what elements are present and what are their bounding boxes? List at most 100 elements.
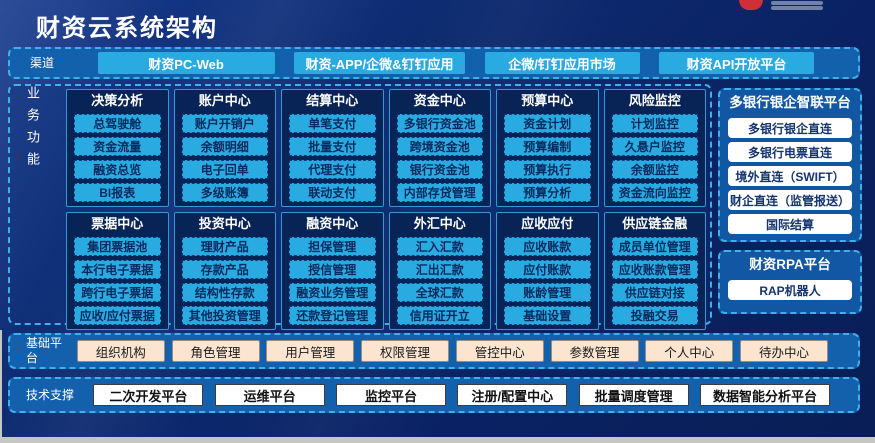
module-box: 余额监控: [611, 160, 698, 179]
module-box: 融资业务管理: [289, 283, 376, 302]
rpa-panel-title: 财资RPA平台: [749, 257, 831, 272]
module-box: 供应链对接: [611, 283, 698, 302]
module-box: 本行电子票据: [74, 260, 161, 279]
module-box: 还款登记管理: [289, 306, 376, 325]
group-budget-center: 预算中心 资金计划 预算编制 预算执行 预算分析: [496, 89, 599, 207]
module-box: 汇入汇款: [396, 237, 483, 256]
window-edge-left: [0, 330, 2, 443]
bank-link-item: 境外直连（SWIFT）: [728, 166, 852, 186]
module-box: 融资总览: [74, 160, 161, 179]
module-box: 联动支付: [289, 183, 376, 202]
module-box: 投融交易: [611, 306, 698, 325]
bank-link-panel-title: 多银行银企智联平台: [729, 95, 851, 110]
group-title: 预算中心: [521, 93, 574, 108]
group-title: 外汇中心: [413, 216, 466, 231]
tech-support-band: 技术支撑 二次开发平台 运维平台 监控平台 注册/配置中心 批量调度管理 数据智…: [8, 377, 860, 413]
module-box: 跨境资金池: [396, 137, 483, 156]
module-box: 应收账款: [504, 237, 591, 256]
tech-support-item: 监控平台: [335, 384, 446, 406]
module-box: 资金计划: [504, 114, 591, 133]
channel-item-pc-web: 财资PC-Web: [97, 52, 275, 74]
module-box: 银行资金池: [396, 160, 483, 179]
brand-logo: [739, 0, 823, 14]
module-box: 理财产品: [181, 237, 268, 256]
bank-link-item: 多银行电票直连: [728, 142, 852, 162]
base-platform-label: 基础平台: [26, 336, 63, 365]
group-bills-center: 票据中心 集团票据池 本行电子票据 跨行电子票据 应收/应付票据: [66, 212, 169, 330]
tech-support-item: 运维平台: [214, 384, 325, 406]
module-box: 批量支付: [289, 137, 376, 156]
group-title: 账户中心: [198, 93, 251, 108]
base-platform-item: 组织机构: [76, 340, 165, 362]
group-supply-chain-finance: 供应链金融 成员单位管理 应收账款管理 供应链对接 投融交易: [603, 212, 706, 330]
base-platform-item: 参数管理: [550, 340, 639, 362]
base-platform-item: 用户管理: [266, 340, 355, 362]
module-box: 电子回单: [181, 160, 268, 179]
module-box: 跨行电子票据: [74, 283, 161, 302]
base-platform-item: 管控中心: [455, 340, 544, 362]
module-box: 担保管理: [289, 237, 376, 256]
group-account-center: 账户中心 账户开销户 余额明细 电子回单 多级账簿: [173, 89, 276, 207]
module-box: 成员单位管理: [611, 237, 698, 256]
group-title: 投资中心: [198, 216, 251, 231]
module-box: 总驾驶舱: [74, 114, 161, 133]
module-box: 账户开销户: [181, 114, 268, 133]
group-receivables-payables: 应收应付 应收账款 应付账款 账龄管理 基础设置: [496, 212, 599, 330]
module-box: 其他投资管理: [181, 306, 268, 325]
page-title: 财资云系统架构: [36, 15, 218, 42]
module-box: 资金流向监控: [611, 183, 698, 202]
brand-logo-icon: [739, 0, 763, 10]
group-settlement-center: 结算中心 单笔支付 批量支付 代理支付 联动支付: [281, 89, 384, 207]
module-box: 结构性存款: [181, 283, 268, 302]
tech-support-item: 注册/配置中心: [457, 384, 568, 406]
base-platform-item: 待办中心: [740, 340, 828, 362]
module-box: 多银行资金池: [396, 114, 483, 133]
module-box: 内部存贷管理: [396, 183, 483, 202]
module-box: 单笔支付: [289, 114, 376, 133]
module-box: 计划监控: [611, 114, 698, 133]
brand-logo-text: [771, 0, 823, 10]
group-title: 结算中心: [306, 93, 359, 108]
channels-band: 渠道 财资PC-Web 财资-APP/企微&钉钉应用 企微/钉钉应用市场 财资A…: [8, 47, 860, 79]
bank-link-item: 多银行银企直连: [728, 118, 852, 138]
business-functions-label: 业务功能: [25, 86, 40, 174]
module-box: 授信管理: [289, 260, 376, 279]
rpa-item: RAP机器人: [728, 280, 852, 300]
group-financing-center: 融资中心 担保管理 授信管理 融资业务管理 还款登记管理: [281, 212, 384, 330]
channel-item-marketplace: 企微/钉钉应用市场: [484, 52, 640, 74]
group-risk-monitoring: 风险监控 计划监控 久悬户监控 余额监控 资金流向监控: [603, 89, 706, 207]
group-decision-analysis: 决策分析 总驾驶舱 资金流量 融资总览 BI报表: [66, 89, 169, 207]
module-box: 集团票据池: [74, 237, 161, 256]
module-box: 多级账簿: [181, 183, 268, 202]
base-platform-item: 个人中心: [645, 340, 734, 362]
module-box: 存款产品: [181, 260, 268, 279]
group-title: 供应链金融: [622, 216, 688, 231]
module-box: 余额明细: [181, 137, 268, 156]
module-box: BI报表: [74, 183, 161, 202]
business-functions-band: 业务功能 决策分析 总驾驶舱 资金流量 融资总览 BI报表 账户中心 账户开销户…: [8, 84, 712, 330]
base-platform-item: 角色管理: [171, 340, 260, 362]
group-title: 融资中心: [306, 216, 359, 231]
rpa-panel: 财资RPA平台 RAP机器人: [718, 250, 862, 314]
group-investment-center: 投资中心 理财产品 存款产品 结构性存款 其他投资管理: [173, 212, 276, 330]
module-box: 基础设置: [504, 306, 591, 325]
business-groups-grid: 决策分析 总驾驶舱 资金流量 融资总览 BI报表 账户中心 账户开销户 余额明细…: [66, 89, 706, 330]
group-title: 资金中心: [413, 93, 466, 108]
group-capital-center: 资金中心 多银行资金池 跨境资金池 银行资金池 内部存贷管理: [388, 89, 491, 207]
module-box: 应付账款: [504, 260, 591, 279]
module-box: 全球汇款: [396, 283, 483, 302]
group-title: 应收应付: [521, 216, 574, 231]
module-box: 预算执行: [504, 160, 591, 179]
tech-support-item: 数据智能分析平台: [699, 384, 830, 406]
group-title: 票据中心: [91, 216, 144, 231]
module-box: 应收账款管理: [611, 260, 698, 279]
channel-item-app: 财资-APP/企微&钉钉应用: [294, 52, 465, 74]
module-box: 代理支付: [289, 160, 376, 179]
tech-support-item: 批量调度管理: [578, 384, 689, 406]
bank-link-item: 财企直连（监管报送）: [728, 190, 852, 210]
module-box: 预算编制: [504, 137, 591, 156]
module-box: 预算分析: [504, 183, 591, 202]
module-box: 资金流量: [74, 137, 161, 156]
group-title: 风险监控: [628, 93, 681, 108]
